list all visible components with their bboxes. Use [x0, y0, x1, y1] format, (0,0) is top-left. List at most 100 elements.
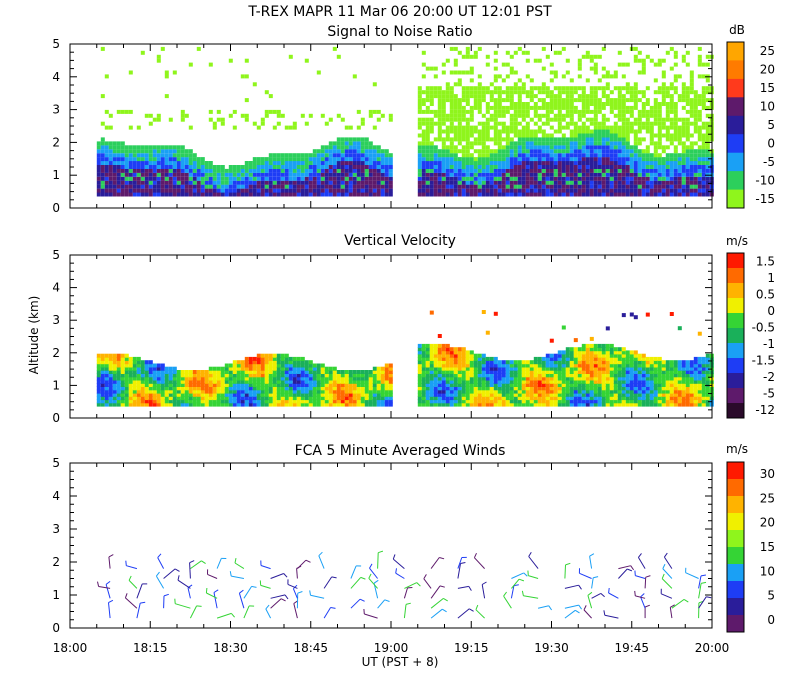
snr-cell: [557, 145, 562, 150]
snr-cell: [445, 153, 450, 158]
snr-cell: [577, 192, 582, 197]
snr-cell: [252, 157, 257, 162]
velocity-cell: [469, 366, 474, 371]
snr-cell: [421, 165, 426, 169]
snr-cell: [609, 165, 614, 169]
velocity-cell: [501, 386, 506, 391]
velocity-cell: [364, 370, 369, 374]
snr-cell: [312, 180, 317, 185]
velocity-cell: [188, 379, 193, 384]
velocity-cell: [557, 366, 562, 371]
velocity-cell: [264, 356, 269, 361]
velocity-cell: [232, 389, 237, 394]
velocity-cell: [505, 402, 510, 407]
velocity-cell: [372, 396, 377, 401]
snr-cell: [697, 168, 702, 173]
snr-cell: [629, 125, 634, 130]
velocity-cell: [609, 399, 614, 404]
velocity-cell: [445, 383, 450, 387]
velocity-cell: [196, 386, 201, 391]
velocity-cell: [441, 399, 446, 404]
velocity-cell: [148, 399, 153, 404]
velocity-cell: [232, 386, 237, 391]
snr-cell: [693, 94, 698, 99]
snr-cell: [140, 165, 145, 169]
snr-cell: [569, 188, 574, 193]
snr-cell: [184, 113, 189, 118]
snr-cell: [521, 165, 526, 169]
velocity-cell: [108, 383, 113, 387]
velocity-cell: [473, 353, 478, 358]
velocity-cell: [140, 383, 145, 387]
velocity-cell: [188, 402, 193, 407]
velocity-cell: [300, 383, 305, 387]
velocity-cell: [272, 389, 277, 394]
snr-cell: [136, 168, 141, 173]
velocity-cell: [433, 363, 438, 368]
snr-cell: [473, 165, 478, 169]
snr-cell: [364, 165, 369, 169]
snr-cell: [224, 168, 229, 173]
snr-cell: [701, 74, 706, 79]
velocity-cell: [288, 402, 293, 407]
velocity-cell: [148, 402, 153, 407]
snr-cell: [316, 165, 321, 169]
velocity-cell: [116, 383, 121, 387]
velocity-cell: [617, 379, 622, 384]
snr-cell: [505, 105, 510, 110]
snr-cell: [625, 184, 630, 189]
snr-cell: [653, 90, 658, 95]
velocity-cell: [549, 383, 554, 387]
snr-cell: [160, 168, 165, 173]
snr-cell: [697, 172, 702, 177]
snr-cell: [376, 176, 381, 181]
velocity-cell: [605, 350, 610, 355]
velocity-cell: [417, 360, 422, 365]
velocity-cell: [308, 379, 313, 384]
velocity-cell: [304, 379, 309, 384]
snr-cell: [433, 90, 438, 95]
snr-cell: [212, 125, 217, 130]
velocity-cell: [356, 379, 361, 384]
snr-cell: [565, 102, 570, 106]
snr-cell: [561, 153, 566, 158]
velocity-cell: [473, 366, 478, 371]
velocity-cell: [425, 389, 430, 394]
snr-cell: [605, 145, 610, 150]
velocity-cell: [597, 402, 602, 407]
snr-cell: [625, 192, 630, 197]
snr-cell: [693, 141, 698, 146]
velocity-cell: [501, 360, 506, 365]
velocity-cell: [585, 356, 590, 361]
snr-cell: [705, 54, 710, 59]
snr-cell: [617, 172, 622, 177]
snr-cell: [553, 172, 558, 177]
snr-cell: [148, 180, 153, 185]
snr-cell: [557, 121, 562, 126]
snr-cell: [641, 70, 646, 75]
velocity-cell: [184, 386, 189, 391]
snr-cell: [657, 180, 662, 185]
velocity-cell: [272, 402, 277, 407]
velocity-cell: [128, 402, 133, 407]
velocity-cell: [589, 347, 594, 352]
snr-cell: [348, 180, 353, 185]
snr-cell: [669, 165, 674, 169]
snr-cell: [256, 192, 261, 197]
velocity-cell: [629, 389, 634, 394]
velocity-cell: [168, 376, 173, 381]
snr-cell: [529, 133, 534, 138]
velocity-cell: [485, 360, 490, 365]
snr-cell: [593, 94, 598, 99]
snr-cell: [493, 129, 498, 134]
snr-cell: [268, 109, 273, 114]
velocity-cell: [605, 353, 610, 358]
velocity-cell: [240, 363, 245, 368]
velocity-cell: [445, 373, 450, 378]
snr-cell: [220, 165, 225, 169]
snr-cell: [421, 180, 426, 185]
snr-cell: [681, 153, 686, 158]
snr-cell: [637, 117, 642, 122]
velocity-cell: [364, 379, 369, 384]
snr-cell: [364, 180, 369, 185]
